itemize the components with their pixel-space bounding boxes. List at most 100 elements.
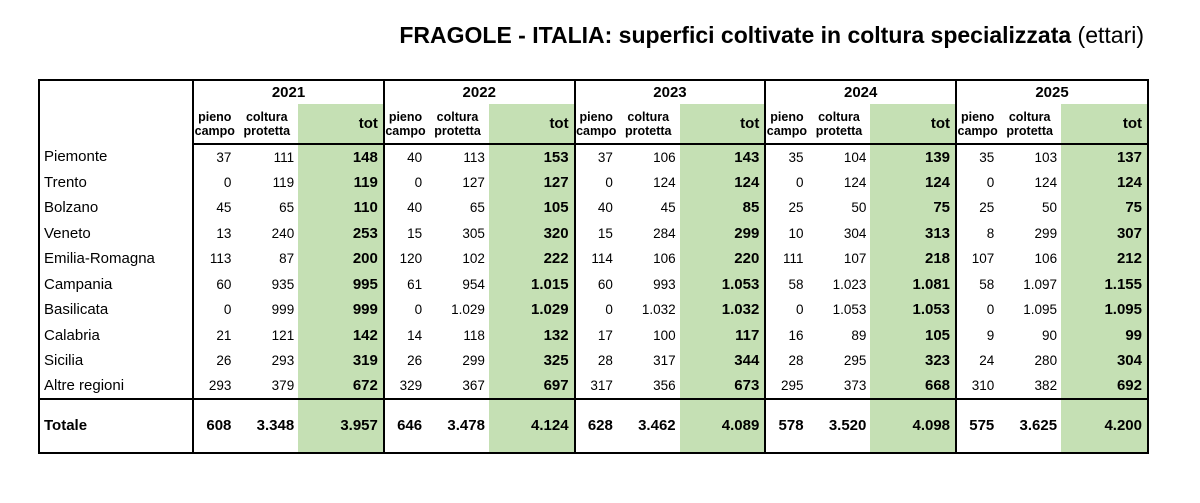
table-row: Basilicata 0 999 999 0 1.029 1.029 0 1.032 1.032 0…	[37, 296, 1149, 323]
value-pieno-campo: 317	[574, 373, 617, 400]
value-coltura-protetta: 104	[843, 149, 867, 165]
value-pieno-campo: 40	[597, 200, 613, 216]
value-coltura-protetta: 111	[273, 149, 295, 165]
value-pieno-campo: 37	[597, 149, 613, 165]
value-coltura-protetta: 373	[807, 373, 871, 400]
data-table: 2021 2022 2023 2024 2025 pieno campo coltura pro…	[37, 78, 1149, 455]
region-label: Piemonte	[37, 144, 195, 170]
value-pieno-campo: 21	[216, 327, 232, 343]
header-row-years: 2021 2022 2023 2024 2025	[37, 78, 1149, 145]
value-coltura-protetta: 50	[1042, 200, 1058, 216]
value-tot: 117	[679, 322, 767, 348]
value-pieno-campo: 60	[597, 276, 613, 292]
value-pieno-campo: 10	[788, 225, 804, 241]
value-coltura-protetta: 106	[653, 251, 676, 267]
subheader-line: pieno	[770, 109, 804, 124]
value-pieno-campo: 114	[591, 251, 613, 267]
subheader-coltura-protetta: coltura protetta	[426, 104, 489, 146]
value-pieno-campo: 58	[979, 276, 995, 292]
title-main: FRAGOLE - ITALIA: superfici coltivate in…	[399, 22, 1072, 48]
value-tot: 299	[679, 220, 767, 246]
value-coltura-protetta: 1.097	[1023, 276, 1058, 292]
value-pieno-campo: 0	[986, 302, 995, 318]
value-coltura-protetta: 367	[426, 373, 489, 400]
subheader-line: campo	[766, 123, 808, 138]
subheader-coltura-protetta: coltura protetta	[807, 104, 871, 146]
table-row: Campania 60 935 995 61 954 1.015 60 993 1.053 58 1.…	[37, 271, 1149, 297]
value-pieno-campo: 113	[209, 251, 232, 267]
value-coltura-protetta: 65	[469, 200, 485, 216]
value-pieno-campo: 45	[216, 200, 232, 216]
value-coltura-protetta: 240	[271, 225, 295, 241]
subheader-pieno-campo: pieno campo	[956, 104, 999, 146]
value-coltura-protetta: 1.095	[1023, 302, 1058, 318]
value-coltura-protetta: 50	[851, 200, 867, 216]
value-tot: 212	[1061, 245, 1149, 272]
total-coltura-protetta: 3.625	[998, 398, 1062, 455]
value-coltura-protetta: 118	[463, 327, 485, 343]
value-pieno-campo: 25	[788, 200, 804, 216]
total-coltura-protetta: 3.478	[426, 398, 489, 455]
value-tot: 132	[488, 322, 576, 348]
value-coltura-protetta: 90	[1042, 327, 1058, 343]
value-tot: 325	[488, 347, 576, 374]
table-row: Altre regioni 293 379 672 329 367 697 317 356 673…	[37, 373, 1149, 400]
value-coltura-protetta: 127	[462, 174, 485, 190]
value-tot: 1.095	[1061, 296, 1149, 323]
subheader-line: protetta	[815, 123, 863, 138]
value-pieno-campo: 25	[979, 200, 995, 216]
value-tot: 673	[679, 373, 767, 400]
subheader-tot: tot	[298, 104, 385, 146]
subheader-line: campo	[194, 123, 235, 138]
total-tot: 4.089	[679, 398, 767, 455]
value-coltura-protetta: 305	[462, 225, 485, 241]
value-coltura-protetta: 1.023	[832, 276, 867, 292]
value-tot: 127	[488, 169, 576, 196]
value-pieno-campo: 0	[796, 302, 804, 318]
total-tot: 4.124	[488, 398, 576, 455]
value-tot: 313	[870, 220, 958, 246]
value-coltura-protetta: 124	[653, 174, 676, 190]
title-unit: (ettari)	[1077, 22, 1144, 48]
table-row: Bolzano 45 65 110 40 65 105 40 45 85 25 50 75 25 50 75	[37, 195, 1149, 221]
value-coltura-protetta: 299	[1034, 225, 1058, 241]
value-pieno-campo: 35	[979, 149, 995, 165]
subheader-line: protetta	[243, 123, 291, 138]
subheader-pieno-campo: pieno campo	[193, 104, 236, 146]
subheader-line: pieno	[960, 109, 995, 124]
value-tot: 304	[1061, 347, 1149, 374]
value-tot: 1.015	[488, 271, 576, 297]
value-tot: 220	[679, 245, 767, 272]
subheader-pieno-campo: pieno campo	[574, 104, 617, 146]
value-pieno-campo: 329	[383, 373, 427, 400]
value-coltura-protetta: 103	[1034, 149, 1058, 165]
subheader-pieno-campo: pieno campo	[765, 104, 808, 146]
value-pieno-campo: 40	[407, 200, 423, 216]
value-tot: 142	[298, 322, 385, 348]
value-coltura-protetta: 65	[279, 200, 295, 216]
total-pieno-campo: 575	[956, 398, 999, 455]
region-label: Basilicata	[37, 296, 195, 323]
value-coltura-protetta: 379	[235, 373, 299, 400]
table-row: Calabria 21 121 142 14 118 132 17 100 117 16 89 105 9…	[37, 322, 1149, 348]
value-tot: 143	[679, 144, 767, 170]
value-tot: 105	[488, 195, 576, 221]
value-tot: 320	[488, 220, 576, 246]
value-tot: 995	[298, 271, 385, 297]
value-tot: 124	[679, 169, 767, 196]
total-label: Totale	[37, 398, 195, 455]
value-tot: 999	[298, 296, 385, 323]
region-label: Bolzano	[37, 195, 195, 221]
value-coltura-protetta: 299	[462, 353, 485, 369]
value-pieno-campo: 0	[986, 174, 995, 190]
value-coltura-protetta: 89	[851, 327, 867, 343]
value-tot: 148	[298, 144, 385, 170]
value-coltura-protetta: 295	[843, 353, 867, 369]
value-pieno-campo: 28	[788, 353, 804, 369]
subheader-line: campo	[576, 123, 617, 138]
value-tot: 99	[1061, 322, 1149, 348]
value-tot: 697	[488, 373, 576, 400]
region-label: Veneto	[37, 220, 195, 246]
total-tot: 4.098	[870, 398, 958, 455]
value-tot: 323	[870, 347, 958, 374]
